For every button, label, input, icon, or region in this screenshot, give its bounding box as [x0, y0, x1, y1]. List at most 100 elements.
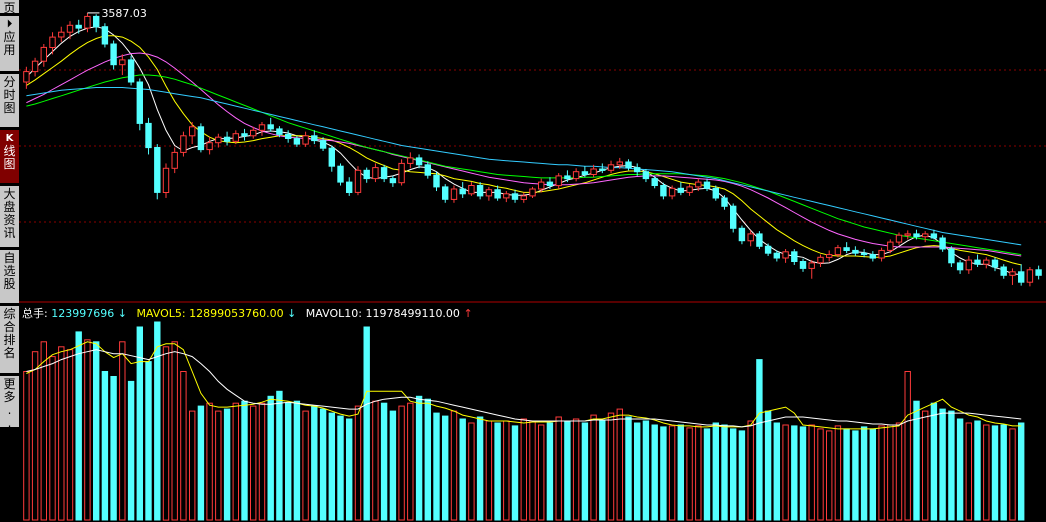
volume-bar — [930, 402, 938, 521]
sidebar-tab-4[interactable]: 大盘资讯 — [0, 186, 19, 248]
stock-chart: 3587.03 总手: 123997696 ↓ MAVOL5: 12899053… — [19, 0, 1046, 522]
candle-body — [764, 245, 772, 254]
candle — [136, 78, 143, 131]
candle — [75, 19, 82, 34]
volume-bar — [1009, 428, 1016, 521]
candle-body — [267, 124, 274, 130]
candle-body — [956, 262, 964, 271]
volume-bar — [922, 410, 929, 521]
volume-bar — [503, 420, 510, 521]
candle — [110, 40, 117, 70]
candle — [23, 66, 30, 89]
candle — [189, 122, 196, 145]
candle-body — [712, 187, 719, 199]
volume-bar — [538, 424, 545, 521]
candle-body — [773, 252, 780, 259]
candle-body — [983, 259, 990, 265]
candle-body — [607, 164, 615, 171]
candle — [991, 257, 999, 272]
candle-body — [904, 233, 911, 236]
volume-bar — [782, 424, 789, 521]
volume-bar — [895, 422, 903, 521]
volume-bar — [354, 405, 362, 521]
sidebar-tab-label-char: 应 — [3, 30, 16, 44]
volume-bar — [494, 422, 501, 521]
candle-body — [834, 247, 842, 256]
candle-body — [442, 186, 449, 200]
volume-bar — [285, 402, 292, 521]
candle — [503, 191, 510, 203]
candle — [529, 186, 536, 198]
sidebar-tab-label-char: 图 — [3, 157, 16, 171]
candle — [389, 175, 397, 187]
candle-body — [197, 126, 205, 151]
candle — [546, 177, 554, 189]
candle — [860, 249, 868, 258]
volume-bar — [206, 402, 213, 521]
volume-bar — [616, 408, 623, 521]
candle-body — [459, 188, 466, 195]
sidebar-tab-1[interactable]: ⏵ 应用 — [0, 16, 19, 72]
candle — [101, 23, 109, 48]
volume-bar — [983, 424, 990, 521]
candle-body — [407, 157, 414, 164]
volume-bar — [276, 390, 283, 521]
volume-bar — [712, 422, 719, 521]
candle-body — [389, 178, 397, 184]
sidebar-tab-5[interactable]: 自选股 — [0, 250, 19, 304]
candle — [590, 164, 597, 178]
candle-body — [372, 167, 379, 180]
candle-body — [232, 133, 240, 142]
candle-body — [58, 31, 65, 38]
candle — [93, 14, 100, 33]
volume-bar — [1000, 424, 1007, 521]
candle-body — [189, 126, 196, 137]
sidebar-tab-label-char: 更 — [3, 377, 16, 391]
candle — [730, 203, 737, 233]
volume-bar — [293, 400, 301, 521]
candle — [616, 157, 623, 169]
candle-body — [180, 135, 187, 153]
candle-body — [380, 167, 388, 180]
sidebar-tab-2[interactable]: 分时图 — [0, 74, 19, 128]
volume-bar — [564, 420, 571, 521]
volume-bar — [529, 420, 536, 521]
volume-bar — [433, 412, 440, 521]
legend-mavol5-label: MAVOL5 — [136, 307, 181, 320]
volume-bar — [738, 430, 746, 521]
candle-body — [49, 36, 56, 48]
sidebar-tab-label-char: 用 — [3, 43, 16, 57]
volume-bar — [180, 371, 187, 521]
candle — [834, 244, 842, 258]
volume-bar — [791, 425, 798, 521]
candle — [939, 235, 946, 252]
ma-line-ma20 — [26, 52, 1022, 257]
candle — [206, 137, 213, 155]
volume-bar — [817, 428, 824, 521]
candle-body — [398, 162, 405, 184]
sidebar: 页 ⏵ 应用分时图 K 线图大盘资讯自选股综合排名更多.. — [0, 0, 19, 522]
volume-bar — [904, 371, 911, 521]
sidebar-tab-0[interactable]: 页 — [0, 0, 19, 15]
candle-body — [948, 248, 955, 264]
candle — [756, 231, 763, 250]
candle — [747, 230, 754, 247]
candle — [119, 54, 126, 76]
candle — [372, 163, 379, 183]
sidebar-tab-label-char: 大 — [3, 187, 16, 201]
volume-bar — [380, 402, 388, 521]
candle-body — [468, 185, 475, 195]
sidebar-tab-6[interactable]: 综合排名 — [0, 306, 19, 374]
sidebar-tab-7[interactable]: 更多.. — [0, 376, 19, 430]
sidebar-tab-label-char: 选 — [3, 264, 16, 278]
candle-body — [878, 249, 885, 259]
volume-bar — [572, 418, 580, 521]
candle-body — [747, 233, 754, 242]
legend-mavol5-value: 12899053760.00 — [189, 307, 283, 320]
candle — [965, 255, 972, 274]
candle-body — [285, 133, 292, 139]
candle-body — [668, 187, 676, 197]
candle-body — [206, 142, 213, 151]
candle — [651, 175, 658, 189]
